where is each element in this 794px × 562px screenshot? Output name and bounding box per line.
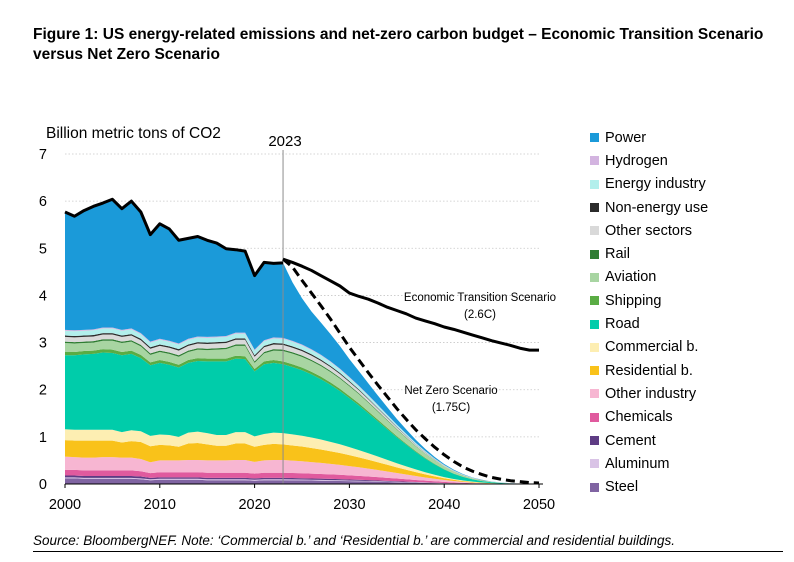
legend-item: Energy industry bbox=[590, 173, 708, 196]
area-aluminum bbox=[65, 477, 539, 484]
y-tick-label: 3 bbox=[39, 336, 47, 352]
area-road bbox=[65, 352, 539, 484]
legend-label: Rail bbox=[605, 246, 630, 263]
legend-label: Cement bbox=[605, 432, 656, 449]
x-tick-label: 2000 bbox=[49, 497, 81, 513]
annotation-sublabel: (1.75C) bbox=[432, 402, 471, 414]
legend-item: Aviation bbox=[590, 266, 708, 289]
scenario-lines bbox=[64, 197, 540, 485]
legend-swatch bbox=[590, 272, 599, 282]
x-tick-label: 2030 bbox=[333, 497, 365, 513]
y-tick-label: 5 bbox=[39, 241, 47, 257]
legend-swatch bbox=[590, 179, 599, 189]
legend-item: Road bbox=[590, 312, 708, 335]
y-tick-label: 2 bbox=[39, 383, 47, 399]
legend-swatch bbox=[590, 436, 599, 445]
legend-item: Chemicals bbox=[590, 406, 708, 429]
legend-label: Power bbox=[605, 129, 647, 146]
legend-label: Residential b. bbox=[605, 362, 693, 379]
legend-item: Shipping bbox=[590, 289, 708, 312]
legend-label: Other industry bbox=[605, 385, 697, 402]
legend-item: Residential b. bbox=[590, 359, 708, 382]
legend-item: Other sectors bbox=[590, 219, 708, 242]
source-note: Source: BloombergNEF. Note: ‘Commercial … bbox=[33, 533, 676, 548]
legend-swatch bbox=[590, 459, 599, 469]
area-chemicals bbox=[65, 469, 539, 484]
x-tick-label: 2010 bbox=[144, 497, 176, 513]
legend-item: Non-energy use bbox=[590, 196, 708, 219]
legend-item: Power bbox=[590, 126, 708, 149]
legend-item: Rail bbox=[590, 242, 708, 265]
legend-label: Steel bbox=[605, 479, 639, 496]
area-steel bbox=[65, 478, 539, 484]
legend-item: Other industry bbox=[590, 382, 708, 405]
annotation-label: Net Zero Scenario bbox=[404, 385, 497, 397]
legend-swatch bbox=[590, 482, 599, 492]
legend-swatch bbox=[590, 389, 599, 399]
y-axis-label: Billion metric tons of CO2 bbox=[46, 125, 221, 142]
legend-label: Non-energy use bbox=[605, 199, 709, 216]
emissions-area-chart: 0 1 2 3 4 5 6 7 2023 2000 2010 2020 2030 2040 2050 Bill… bbox=[39, 125, 556, 513]
y-tick-label: 0 bbox=[39, 477, 47, 493]
chart-text: 0 1 2 3 4 5 6 7 2023 2000 2010 2020 2030 2040 2050 Bill… bbox=[39, 125, 556, 513]
legend-label: Aviation bbox=[605, 269, 657, 286]
annotation-sublabel: (2.6C) bbox=[464, 309, 496, 321]
legend-label: Road bbox=[605, 316, 640, 333]
legend-label: Other sectors bbox=[605, 222, 693, 239]
annotation-label: Economic Transition Scenario bbox=[404, 292, 556, 304]
chart-legend: Power Hydrogen Energy industry Non-energy u… bbox=[590, 126, 708, 499]
legend-item: Cement bbox=[590, 429, 708, 452]
y-tick-label: 6 bbox=[39, 194, 47, 210]
x-tick-label: 2020 bbox=[238, 497, 270, 513]
legend-swatch bbox=[590, 133, 599, 143]
legend-item: Commercial b. bbox=[590, 336, 708, 359]
legend-label: Aluminum bbox=[605, 455, 670, 472]
legend-swatch bbox=[590, 296, 599, 306]
historic-total-line bbox=[64, 197, 284, 278]
marker-label: 2023 bbox=[268, 133, 301, 150]
area-cement bbox=[65, 475, 539, 484]
legend-swatch bbox=[590, 156, 599, 166]
legend-swatch bbox=[590, 319, 599, 329]
legend-swatch bbox=[590, 366, 599, 376]
y-tick-label: 4 bbox=[39, 288, 47, 304]
net-zero-line bbox=[282, 257, 540, 485]
legend-label: Commercial b. bbox=[605, 339, 699, 356]
y-tick-label: 7 bbox=[39, 147, 47, 163]
legend-label: Shipping bbox=[605, 292, 662, 309]
chart-title: Figure 1: US energy-related emissions an… bbox=[33, 26, 764, 63]
legend-label: Energy industry bbox=[605, 176, 706, 193]
legend-item: Aluminum bbox=[590, 452, 708, 475]
legend-swatch bbox=[590, 226, 599, 236]
area-power bbox=[65, 199, 539, 484]
x-tick-label: 2040 bbox=[428, 497, 460, 513]
area-commercial-b- bbox=[65, 429, 539, 484]
legend-swatch bbox=[590, 249, 599, 259]
axes bbox=[64, 483, 543, 488]
stacked-areas bbox=[65, 199, 539, 484]
x-tick-label: 2050 bbox=[523, 497, 555, 513]
legend-label: Hydrogen bbox=[605, 152, 668, 169]
legend-swatch bbox=[590, 203, 599, 213]
y-tick-label: 1 bbox=[39, 430, 47, 446]
legend-item: Hydrogen bbox=[590, 149, 708, 172]
area-residential-b- bbox=[65, 440, 539, 484]
legend-label: Chemicals bbox=[605, 409, 673, 426]
bottom-rule bbox=[33, 551, 783, 552]
legend-swatch bbox=[590, 342, 599, 352]
legend-swatch bbox=[590, 412, 599, 422]
area-other-industry bbox=[65, 456, 539, 484]
legend-item: Steel bbox=[590, 475, 708, 498]
economic-transition-line bbox=[282, 257, 539, 352]
